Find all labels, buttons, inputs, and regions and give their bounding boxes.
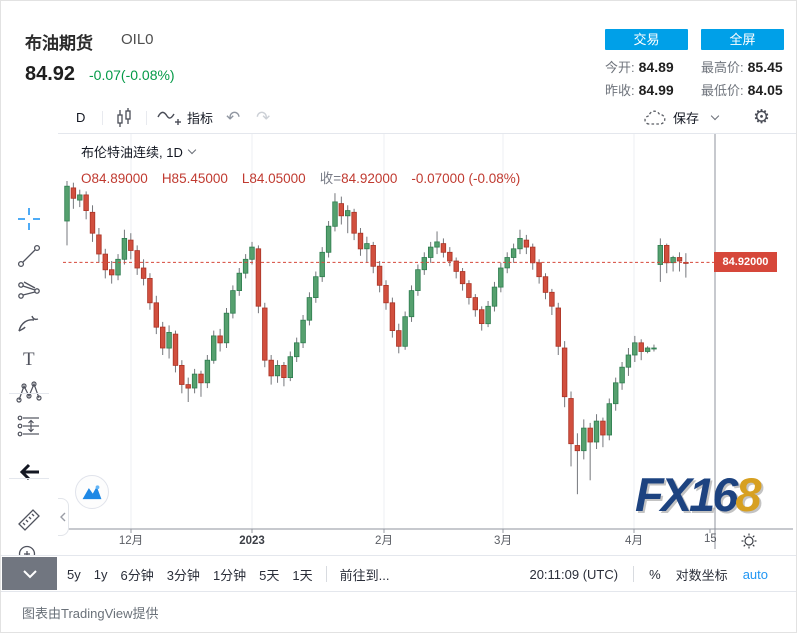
svg-text:12月: 12月 bbox=[119, 535, 143, 547]
bottom-toolbar: 5y 1y 6分钟 3分钟 1分钟 5天 1天 前往到... 20:11:09 (UTC) %… bbox=[1, 555, 796, 592]
redo-button[interactable]: ↷ bbox=[256, 107, 271, 127]
tool-hide-arrow-icon[interactable] bbox=[15, 458, 43, 486]
tool-gann-fib-icon[interactable] bbox=[15, 276, 43, 304]
svg-text:4月: 4月 bbox=[625, 535, 643, 547]
legend-change: -0.07000 (-0.08%) bbox=[411, 171, 521, 186]
tradingview-attribution: 图表由TradingView提供 bbox=[22, 606, 159, 621]
tool-crosshair-icon[interactable] bbox=[15, 205, 43, 233]
series-title[interactable]: 布伦特油连续, 1D bbox=[81, 142, 534, 161]
range-button[interactable]: 1y bbox=[93, 566, 108, 582]
mountains-icon bbox=[82, 486, 102, 500]
svg-text:T: T bbox=[23, 349, 35, 370]
price-change: -0.07(-0.08%) bbox=[89, 67, 175, 83]
sidebar-scroll-more-button[interactable] bbox=[2, 557, 57, 590]
range-button[interactable]: 6分钟 bbox=[120, 567, 154, 583]
chart-type-candles-icon[interactable] bbox=[112, 101, 136, 134]
range-button[interactable]: 1天 bbox=[292, 567, 313, 583]
symbol-code: OIL0 bbox=[121, 31, 154, 48]
interval-button[interactable]: D bbox=[76, 110, 86, 125]
range-button[interactable]: 5天 bbox=[259, 567, 280, 583]
indicators-button[interactable]: 指标 bbox=[156, 101, 213, 134]
tool-forecast-icon[interactable] bbox=[15, 412, 43, 440]
tradingview-logo[interactable] bbox=[75, 475, 109, 509]
divider bbox=[325, 566, 327, 582]
legend-low: L84.05000 bbox=[241, 171, 306, 186]
tool-text-icon[interactable]: T bbox=[15, 344, 43, 372]
settings-gear-icon[interactable]: ⚙ bbox=[753, 107, 771, 128]
tool-xabcd-pattern-icon[interactable] bbox=[15, 378, 43, 406]
indicators-label: 指标 bbox=[187, 111, 214, 126]
footer: 图表由TradingView提供 bbox=[1, 592, 796, 632]
clock[interactable]: 20:11:09 (UTC) bbox=[529, 566, 619, 582]
last-price-flag: 84.92000 bbox=[714, 252, 777, 272]
tool-trend-line-icon[interactable] bbox=[15, 242, 43, 270]
fx168-watermark: FX168 bbox=[635, 468, 762, 521]
undo-button[interactable]: ↶ bbox=[226, 107, 241, 127]
tool-brush-icon[interactable] bbox=[15, 310, 43, 338]
indicator-squiggle-icon bbox=[157, 111, 181, 125]
chevron-down-icon bbox=[187, 145, 197, 155]
trade-button[interactable]: 交易 bbox=[605, 29, 688, 50]
stat-high: 最高价: 85.45 bbox=[701, 59, 783, 75]
goto-date-button[interactable]: 前往到... bbox=[339, 567, 390, 583]
chart-toolbar: D 指标 ↶ ↷ 保存 ⚙ bbox=[58, 101, 796, 134]
auto-scale-button[interactable]: auto bbox=[742, 566, 768, 582]
panel-collapse-tab[interactable] bbox=[58, 498, 69, 536]
stat-low: 最低价: 84.05 bbox=[701, 82, 783, 98]
chevron-left-icon bbox=[60, 512, 66, 522]
legend-close: 收=84.92000 bbox=[319, 171, 398, 186]
stat-open: 今开: 84.89 bbox=[605, 59, 674, 75]
axis-tick-clipped: 15 bbox=[704, 533, 716, 545]
ohlc-readout: O84.89000 H85.45000 L84.05000 收=84.92000 -0.… bbox=[81, 167, 534, 187]
cloud-icon bbox=[644, 110, 666, 125]
divider bbox=[633, 566, 635, 582]
range-button[interactable]: 1分钟 bbox=[212, 567, 247, 583]
legend-high: H85.45000 bbox=[161, 171, 228, 186]
svg-text:2023: 2023 bbox=[239, 535, 265, 547]
range-button[interactable]: 3分钟 bbox=[166, 567, 200, 583]
svg-text:2月: 2月 bbox=[375, 535, 393, 547]
tool-ruler-icon[interactable] bbox=[15, 505, 43, 533]
legend-open: O84.89000 bbox=[81, 171, 148, 186]
chart-legend: 布伦特油连续, 1D O84.89000 H85.45000 L84.05000 收=… bbox=[81, 142, 534, 187]
time-axis-settings-icon[interactable] bbox=[740, 532, 758, 555]
log-scale-button[interactable]: 对数坐标 bbox=[675, 567, 728, 583]
sidebar-divider bbox=[9, 393, 49, 394]
sidebar-divider bbox=[9, 478, 49, 479]
range-selector: 5y 1y 6分钟 3分钟 1分钟 5天 1天 前往到... bbox=[67, 556, 402, 592]
stat-prev-close: 昨收: 84.99 bbox=[605, 82, 674, 98]
fullscreen-button[interactable]: 全屏 bbox=[701, 29, 784, 50]
chevron-down-icon bbox=[22, 569, 37, 578]
save-label: 保存 bbox=[673, 111, 700, 126]
last-price: 84.92 bbox=[25, 63, 76, 85]
svg-text:3月: 3月 bbox=[494, 535, 512, 547]
save-button[interactable]: 保存 bbox=[643, 101, 699, 134]
range-button[interactable]: 5y bbox=[67, 566, 81, 582]
percent-scale-button[interactable]: % bbox=[649, 566, 661, 582]
page-title: 布油期货 bbox=[25, 34, 93, 53]
